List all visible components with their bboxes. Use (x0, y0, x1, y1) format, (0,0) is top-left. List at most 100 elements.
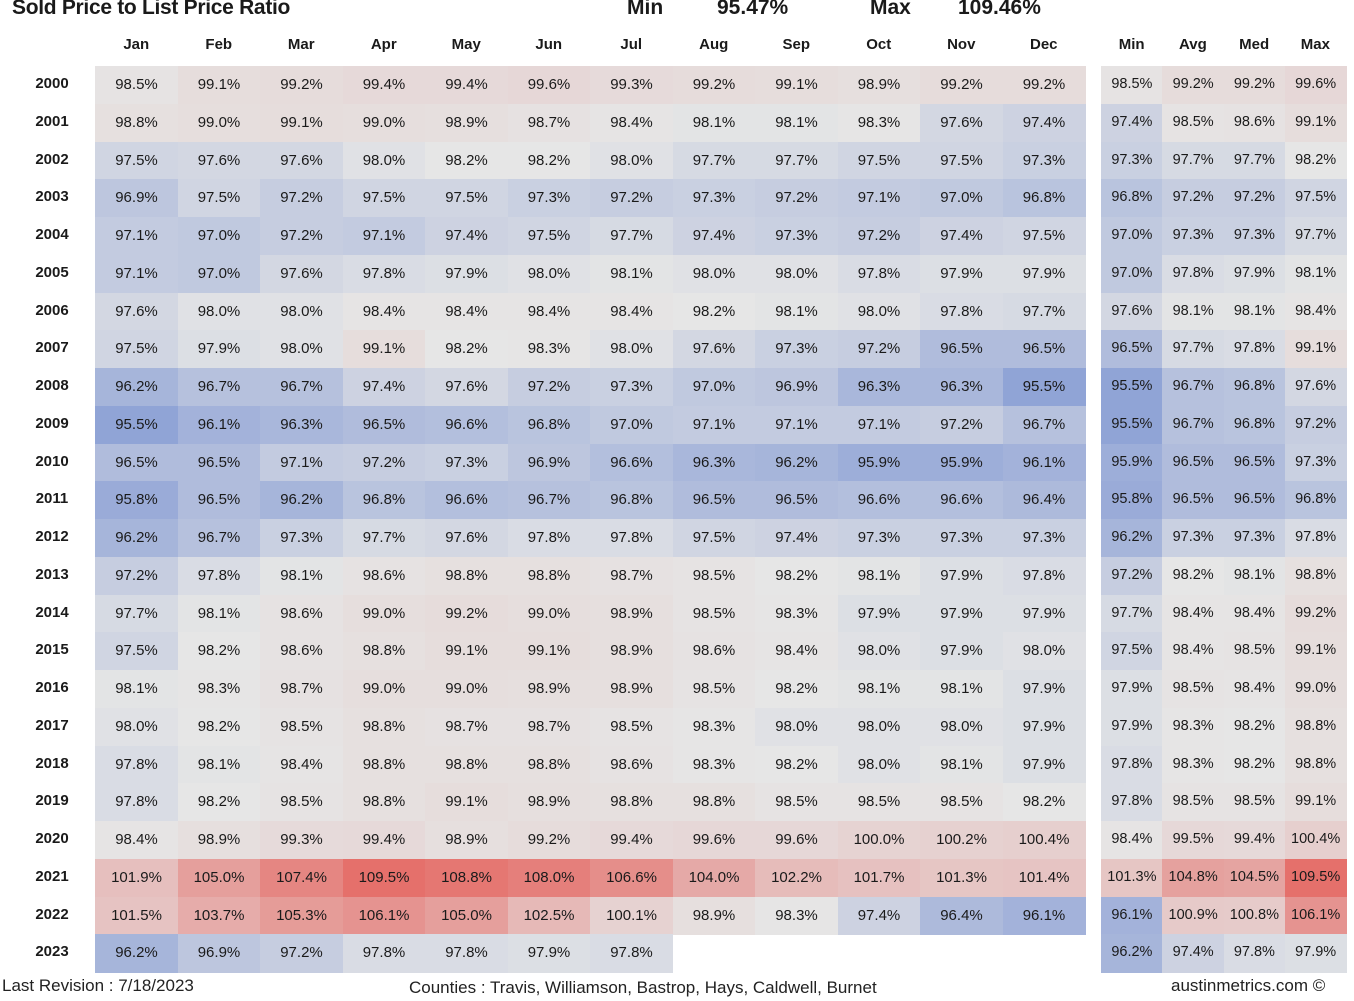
stat-cell: 97.2% (1223, 179, 1286, 218)
cell-value: 100.1% (606, 906, 657, 924)
stat-value: 99.0% (1295, 680, 1337, 696)
heatmap-cell: 99.6% (672, 821, 756, 860)
cell-value: 97.3% (1022, 529, 1066, 546)
heatmap-cell: 97.3% (425, 443, 508, 482)
cell-value: 98.1% (280, 566, 323, 584)
cell-value: 98.6% (692, 642, 736, 660)
cell-value: 98.9% (445, 831, 488, 848)
heatmap-cell: 99.0% (342, 670, 426, 709)
cell-value: 98.5% (775, 793, 818, 811)
stat-cell: 97.4% (1162, 934, 1224, 973)
heatmap-cell: 97.9% (1002, 745, 1086, 784)
heatmap-cell: 97.3% (755, 217, 838, 256)
heatmap-cell: 97.2% (590, 179, 673, 218)
stat-cell: 97.5% (1284, 179, 1347, 218)
heatmap-cell: 96.7% (260, 368, 343, 407)
cell-value: 99.1% (527, 642, 571, 660)
heatmap-cell: 97.9% (1002, 670, 1086, 709)
heatmap-cell: 98.0% (837, 292, 921, 331)
stat-value: 100.4% (1291, 831, 1341, 847)
stat-value: 95.9% (1111, 453, 1153, 470)
month-header: Mar (287, 36, 315, 53)
heatmap-cell: 98.3% (507, 330, 591, 369)
heatmap-cell: 97.9% (1002, 707, 1086, 746)
heatmap-cell: 98.2% (177, 632, 261, 671)
heatmap-cell: 105.0% (177, 858, 261, 897)
stat-cell: 97.7% (1284, 217, 1347, 256)
cell-value: 97.2% (610, 189, 653, 207)
year-label: 2015 (35, 641, 69, 659)
cell-value: 97.2% (775, 189, 818, 207)
cell-value: 98.1% (610, 264, 653, 282)
heatmap-cell: 98.8% (672, 783, 756, 822)
heatmap-cell: 96.4% (1002, 481, 1086, 520)
heatmap-cell: 96.7% (177, 519, 261, 558)
cell-value: 98.9% (610, 604, 653, 622)
cell-value: 99.2% (692, 76, 736, 93)
heatmap-cell: 99.1% (755, 66, 838, 105)
stat-cell: 99.1% (1284, 103, 1347, 142)
cell-value: 98.4% (775, 642, 818, 660)
month-header: Aug (699, 36, 729, 53)
cell-value: 96.3% (280, 415, 323, 433)
stat-value: 97.0% (1111, 227, 1153, 243)
heatmap-cell: 97.5% (1002, 217, 1086, 256)
heatmap-cell: 97.3% (507, 179, 591, 218)
cell-value: 98.4% (610, 113, 653, 131)
cell-value: 97.9% (940, 604, 983, 622)
cell-value: 96.7% (1022, 415, 1066, 433)
cell-value: 97.8% (197, 566, 241, 584)
stat-cell: 97.8% (1223, 934, 1286, 973)
heatmap-cell: 97.1% (95, 254, 178, 293)
cell-value: 99.4% (362, 76, 406, 93)
last-revision: Last Revision : 7/18/2023 (2, 976, 194, 995)
cell-value: 96.2% (775, 453, 818, 471)
stat-value: 98.5% (1111, 76, 1153, 92)
cell-value: 97.5% (115, 642, 158, 660)
cell-value: 98.9% (857, 76, 901, 93)
stat-header: Max (1300, 36, 1330, 53)
heatmap-cell: 97.9% (177, 330, 261, 369)
stat-cell: 97.7% (1162, 330, 1224, 369)
cell-value: 96.9% (527, 453, 571, 471)
heatmap-cell: 98.9% (590, 670, 673, 709)
heatmap-cell: 96.8% (590, 481, 673, 520)
stat-value: 98.3% (1172, 755, 1214, 772)
stat-value: 95.5% (1111, 415, 1153, 432)
heatmap-cell: 98.0% (755, 707, 838, 746)
cell-value: 98.1% (115, 680, 158, 697)
cell-value: 97.0% (692, 378, 736, 395)
heatmap-cell: 98.9% (837, 66, 921, 105)
cell-value: 96.1% (197, 415, 241, 433)
cell-value: 97.4% (445, 227, 488, 244)
stat-cell: 97.9% (1101, 670, 1163, 709)
cell-value: 97.3% (445, 453, 488, 471)
stat-cell: 95.8% (1101, 481, 1163, 520)
stat-cell: 97.3% (1223, 519, 1286, 558)
year-label: 2023 (35, 943, 69, 961)
cell-value: 96.6% (445, 491, 488, 509)
cell-value: 98.1% (775, 302, 818, 320)
heatmap-cell: 97.4% (920, 217, 1003, 256)
heatmap-cell: 99.1% (507, 632, 591, 671)
stat-value: 96.7% (1172, 378, 1214, 394)
stat-cell: 97.8% (1162, 254, 1224, 293)
heatmap-cell: 98.2% (425, 330, 508, 369)
stat-cell: 97.8% (1101, 745, 1163, 784)
stat-value: 97.7% (1172, 151, 1214, 168)
stat-value: 98.2% (1295, 151, 1337, 168)
stat-cell: 98.2% (1223, 707, 1286, 746)
heatmap-cell: 98.9% (590, 594, 673, 633)
stat-cell: 96.5% (1223, 443, 1286, 482)
cell-value: 98.3% (527, 340, 571, 358)
cell-value: 96.8% (527, 415, 571, 433)
stat-cell: 96.1% (1101, 896, 1163, 935)
stat-value: 98.8% (1295, 566, 1337, 583)
stat-value: 98.6% (1233, 113, 1275, 130)
heatmap-cell: 98.0% (342, 141, 426, 180)
heatmap-cell: 98.1% (95, 670, 178, 709)
heatmap-cell: 97.7% (95, 594, 178, 633)
heatmap-cell: 97.1% (837, 405, 921, 444)
stat-value: 97.2% (1295, 415, 1337, 432)
cell-value: 97.5% (692, 529, 736, 546)
